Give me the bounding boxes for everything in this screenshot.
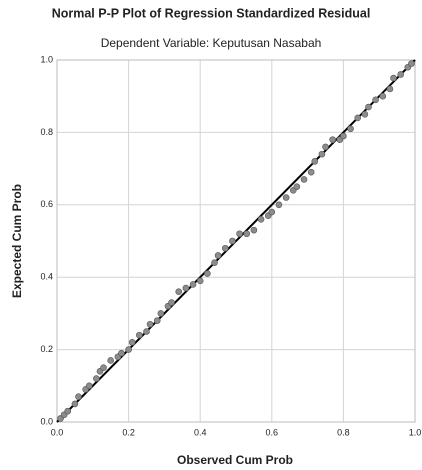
y-axis-label: Expected Cum Prob <box>10 184 24 298</box>
point <box>362 111 368 117</box>
point <box>65 408 71 414</box>
x-tick-label: 0.0 <box>51 427 64 437</box>
y-tick-label: 0.0 <box>40 416 53 426</box>
x-tick-label: 0.8 <box>337 427 350 437</box>
point <box>93 376 99 382</box>
y-tick-label: 0.8 <box>40 127 53 137</box>
point <box>176 289 182 295</box>
point <box>319 151 325 157</box>
point <box>308 169 314 175</box>
point <box>118 350 124 356</box>
point <box>183 285 189 291</box>
point <box>222 245 228 251</box>
point <box>197 278 203 284</box>
x-tick-label: 1.0 <box>409 427 422 437</box>
x-tick-label: 0.4 <box>194 427 207 437</box>
point <box>101 365 107 371</box>
point <box>126 347 132 353</box>
point <box>373 97 379 103</box>
point <box>158 310 164 316</box>
x-axis-label: Observed Cum Prob <box>177 453 293 467</box>
y-tick-label: 1.0 <box>40 54 53 64</box>
y-tick-label: 0.6 <box>40 199 53 209</box>
point <box>365 104 371 110</box>
chart-title: Normal P-P Plot of Regression Standardiz… <box>52 6 371 20</box>
point <box>136 332 142 338</box>
point <box>212 260 218 266</box>
point <box>355 115 361 121</box>
point <box>129 339 135 345</box>
point <box>244 231 250 237</box>
point <box>215 252 221 258</box>
point <box>330 137 336 143</box>
point <box>204 271 210 277</box>
chart: Normal P-P Plot of Regression Standardiz… <box>0 0 422 470</box>
point <box>391 75 397 81</box>
chart-subtitle: Dependent Variable: Keputusan Nasabah <box>101 36 322 50</box>
point <box>276 202 282 208</box>
point <box>348 126 354 132</box>
reference-line <box>57 60 415 422</box>
point <box>398 71 404 77</box>
point <box>75 394 81 400</box>
point <box>283 195 289 201</box>
point <box>269 209 275 215</box>
point <box>147 321 153 327</box>
point <box>258 216 264 222</box>
point <box>144 329 150 335</box>
point <box>323 144 329 150</box>
point <box>86 383 92 389</box>
point <box>190 281 196 287</box>
point <box>72 401 78 407</box>
point <box>301 176 307 182</box>
point <box>251 227 257 233</box>
y-tick-label: 0.4 <box>40 272 53 282</box>
point <box>312 158 318 164</box>
point <box>380 93 386 99</box>
x-tick-label: 0.2 <box>122 427 135 437</box>
y-tick-label: 0.2 <box>40 344 53 354</box>
point <box>108 357 114 363</box>
point <box>154 318 160 324</box>
x-tick-label: 0.6 <box>266 427 279 437</box>
point <box>169 300 175 306</box>
point <box>340 133 346 139</box>
point <box>237 231 243 237</box>
point <box>387 86 393 92</box>
point <box>229 238 235 244</box>
point <box>408 61 414 67</box>
point <box>294 184 300 190</box>
